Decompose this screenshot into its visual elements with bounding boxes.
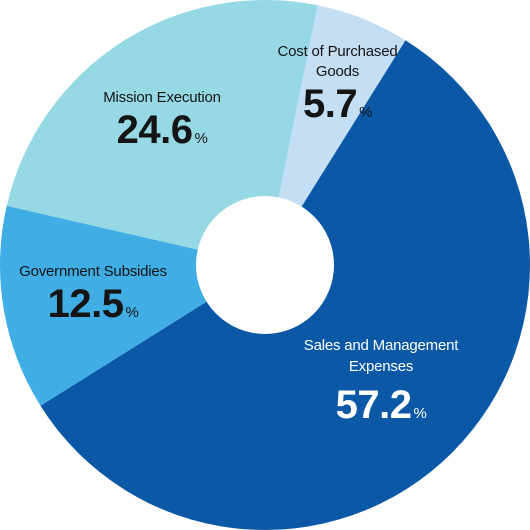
- donut-hole: [196, 196, 334, 334]
- label-sales-and-management-expenses: Sales and Management Expenses 57.2%: [284, 335, 478, 436]
- category-label: Sales and Management Expenses: [303, 337, 459, 375]
- pie-slice-cost-of-purchased-goods: [265, 5, 406, 266]
- percent-value: 57.2%: [335, 383, 427, 427]
- percent-value: 12.5%: [47, 282, 139, 326]
- label-government-subsidies: Government Subsidies 12.5%: [0, 262, 186, 335]
- label-cost-of-purchased-goods: Cost of Purchased Goods 5.7%: [255, 42, 420, 135]
- percent-value: 5.7%: [303, 82, 372, 126]
- category-label: Cost of Purchased Goods: [277, 43, 398, 80]
- percent-value: 24.6%: [116, 108, 208, 152]
- category-label: Mission Execution: [103, 89, 221, 106]
- label-mission-execution: Mission Execution 24.6%: [72, 88, 252, 161]
- pie-slice-mission-execution: [6, 0, 318, 265]
- category-label: Government Subsidies: [19, 263, 167, 280]
